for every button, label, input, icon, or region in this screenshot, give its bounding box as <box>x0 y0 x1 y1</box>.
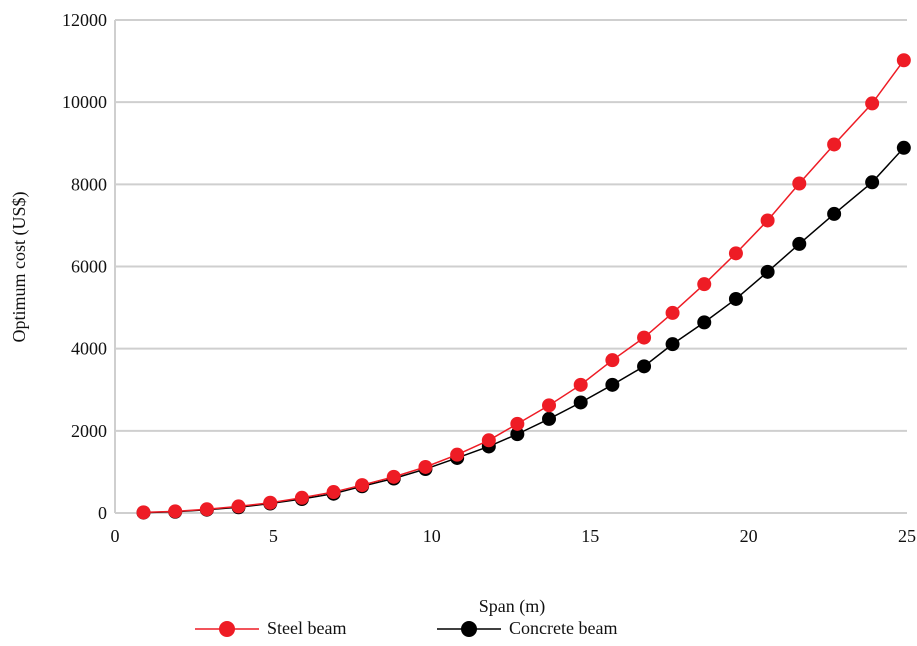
data-point <box>792 176 807 191</box>
x-tick-label: 20 <box>740 526 758 546</box>
legend: Steel beam Concrete beam <box>195 618 617 638</box>
x-tick-label: 0 <box>111 526 120 546</box>
grid <box>115 19 907 432</box>
data-point <box>665 337 680 352</box>
legend-marker <box>461 621 477 637</box>
x-tick-label: 5 <box>269 526 278 546</box>
data-point <box>605 353 620 368</box>
legend-label: Steel beam <box>267 618 346 638</box>
y-tick-label: 0 <box>98 503 107 523</box>
data-point <box>760 264 775 279</box>
y-axis-title: Optimum cost (US$) <box>9 191 30 342</box>
data-point <box>450 447 465 462</box>
data-point <box>386 469 401 484</box>
data-point <box>792 236 807 251</box>
legend-item: Steel beam <box>195 618 346 638</box>
y-tick-label: 6000 <box>71 257 107 277</box>
tick-labels: 0 2000 4000 6000 8000 10000 12000 0 5 10 15 20 25 <box>62 10 916 546</box>
data-point <box>510 416 525 431</box>
data-point <box>136 505 151 520</box>
series-0 <box>136 53 911 520</box>
data-point <box>865 96 880 111</box>
series-layer <box>136 53 911 520</box>
series-1 <box>136 140 911 520</box>
x-tick-label: 15 <box>581 526 599 546</box>
legend-marker <box>219 621 235 637</box>
y-tick-label: 4000 <box>71 339 107 359</box>
data-point <box>827 137 842 152</box>
data-point <box>697 277 712 292</box>
y-tick-label: 2000 <box>71 421 107 441</box>
data-point <box>896 140 911 155</box>
legend-label: Concrete beam <box>509 618 617 638</box>
data-point <box>865 175 880 190</box>
data-point <box>294 490 309 505</box>
x-tick-label: 25 <box>898 526 916 546</box>
data-point <box>199 502 214 517</box>
data-point <box>168 504 183 519</box>
axes <box>114 20 907 514</box>
data-point <box>326 485 341 500</box>
y-tick-label: 12000 <box>62 10 107 30</box>
y-tick-label: 10000 <box>62 92 107 112</box>
data-point <box>728 291 743 306</box>
data-point <box>665 305 680 320</box>
data-point <box>355 478 370 493</box>
x-axis-title: Span (m) <box>479 596 546 617</box>
data-point <box>760 213 775 228</box>
series-line <box>143 59 905 514</box>
data-point <box>697 315 712 330</box>
legend-item: Concrete beam <box>437 618 617 638</box>
series-line <box>143 147 905 514</box>
data-point <box>728 246 743 261</box>
data-point <box>637 359 652 374</box>
data-point <box>510 427 525 442</box>
data-point <box>231 499 246 514</box>
data-point <box>573 377 588 392</box>
data-point <box>637 330 652 345</box>
y-tick-label: 8000 <box>71 174 107 194</box>
data-point <box>605 377 620 392</box>
data-point <box>573 395 588 410</box>
data-point <box>263 495 278 510</box>
data-point <box>418 459 433 474</box>
data-point <box>896 53 911 68</box>
x-tick-label: 10 <box>423 526 441 546</box>
data-point <box>481 433 496 448</box>
data-point <box>542 398 557 413</box>
data-point <box>542 411 557 426</box>
data-point <box>827 206 842 221</box>
